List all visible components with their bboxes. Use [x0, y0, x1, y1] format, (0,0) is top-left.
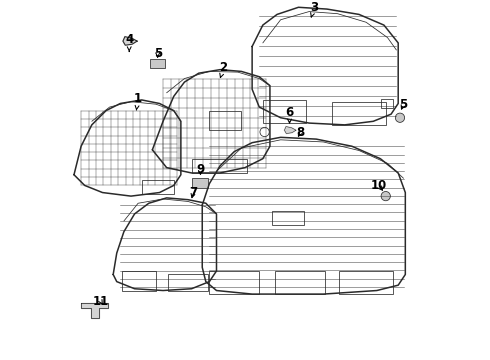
Polygon shape: [81, 303, 108, 318]
Bar: [142, 180, 174, 194]
Bar: [209, 271, 259, 294]
Circle shape: [381, 192, 391, 201]
Text: 11: 11: [93, 295, 109, 308]
Polygon shape: [284, 126, 296, 134]
Text: 4: 4: [125, 33, 133, 51]
Bar: [272, 211, 304, 225]
Text: 8: 8: [296, 126, 304, 139]
FancyBboxPatch shape: [150, 59, 165, 68]
Text: 9: 9: [196, 163, 205, 176]
Bar: [332, 102, 386, 125]
Text: 6: 6: [285, 106, 294, 123]
Bar: [275, 271, 325, 294]
Bar: [209, 111, 242, 130]
Text: 7: 7: [189, 186, 197, 199]
Bar: [340, 271, 393, 294]
Bar: [169, 274, 208, 291]
Text: 10: 10: [370, 179, 387, 192]
Text: 1: 1: [134, 92, 142, 110]
Text: 3: 3: [310, 1, 318, 17]
Text: 2: 2: [220, 61, 228, 78]
Circle shape: [395, 113, 405, 122]
Polygon shape: [123, 37, 137, 45]
Bar: [122, 271, 156, 291]
Bar: [263, 100, 306, 123]
Bar: [192, 159, 247, 173]
FancyBboxPatch shape: [192, 177, 208, 188]
Text: 5: 5: [399, 98, 408, 111]
Text: 5: 5: [153, 47, 162, 60]
